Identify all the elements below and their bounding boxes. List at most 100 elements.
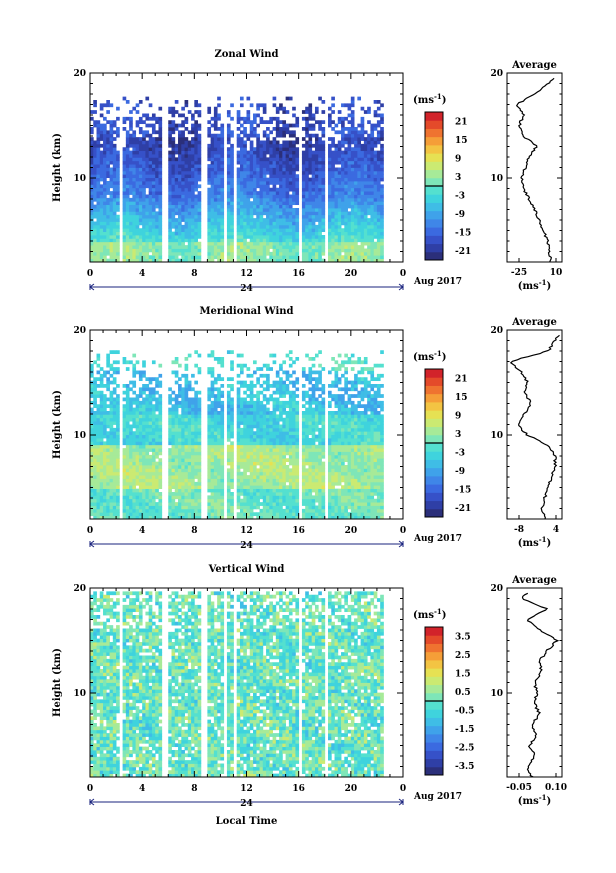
heatmap-cell bbox=[191, 221, 195, 226]
heatmap-cell bbox=[90, 458, 94, 463]
heatmap-cell bbox=[181, 407, 185, 412]
heatmap-cell bbox=[230, 147, 234, 152]
heatmap-cell bbox=[350, 224, 355, 229]
heatmap-cell bbox=[148, 441, 153, 446]
heatmap-cell bbox=[148, 512, 153, 517]
heatmap-cell bbox=[226, 505, 231, 510]
heatmap-cell bbox=[344, 160, 348, 165]
heatmap-cell bbox=[275, 251, 280, 256]
heatmap-cell bbox=[138, 208, 143, 212]
heatmap-cell bbox=[370, 208, 375, 212]
heatmap-cell bbox=[93, 400, 97, 405]
heatmap-cell bbox=[246, 221, 251, 226]
heatmap-cell bbox=[354, 228, 358, 233]
heatmap-cell bbox=[106, 380, 110, 385]
heatmap-cell bbox=[337, 221, 342, 226]
heatmap-cell bbox=[344, 208, 348, 212]
heatmap-cell bbox=[171, 431, 176, 436]
heatmap-cell bbox=[158, 502, 163, 506]
heatmap-cell bbox=[109, 191, 114, 195]
heatmap-cell bbox=[207, 478, 212, 483]
heatmap-cell bbox=[266, 133, 270, 138]
heatmap-cell bbox=[301, 235, 306, 239]
heatmap-cell bbox=[220, 471, 225, 476]
heatmap-cell bbox=[217, 417, 221, 422]
heatmap-cell bbox=[373, 245, 378, 249]
heatmap-cell bbox=[272, 103, 277, 108]
heatmap-cell bbox=[174, 143, 179, 148]
heatmap-cell bbox=[174, 241, 179, 246]
heatmap-cell bbox=[184, 235, 189, 239]
heatmap-cell bbox=[337, 238, 342, 243]
heatmap-cell bbox=[334, 167, 339, 172]
heatmap-cell bbox=[135, 221, 140, 226]
heatmap-cell bbox=[158, 150, 163, 155]
heatmap-cell bbox=[112, 498, 117, 503]
heatmap-cell bbox=[151, 154, 156, 158]
heatmap-cell bbox=[292, 201, 296, 206]
heatmap-cell bbox=[301, 127, 306, 131]
heatmap-cell bbox=[132, 468, 137, 473]
heatmap-cell bbox=[217, 414, 221, 419]
heatmap-cell bbox=[145, 461, 150, 466]
heatmap-cell bbox=[279, 248, 283, 253]
heatmap-cell bbox=[207, 438, 212, 442]
heatmap-cell bbox=[184, 434, 189, 439]
heatmap-cell bbox=[116, 150, 120, 155]
heatmap-cell bbox=[194, 508, 198, 513]
heatmap-cell bbox=[197, 397, 202, 402]
heatmap-cell bbox=[321, 170, 326, 175]
heatmap-cell bbox=[350, 231, 355, 236]
heatmap-cell bbox=[217, 184, 221, 189]
heatmap-cell bbox=[174, 508, 179, 513]
heatmap-cell bbox=[236, 167, 241, 172]
heatmap-cell bbox=[93, 421, 97, 425]
heatmap-cell bbox=[125, 228, 130, 233]
heatmap-cell bbox=[99, 103, 104, 108]
heatmap-cell bbox=[90, 157, 94, 162]
heatmap-cell bbox=[106, 488, 110, 493]
heatmap-cell bbox=[269, 208, 273, 212]
heatmap-cell bbox=[226, 468, 231, 473]
heatmap-cell bbox=[226, 157, 231, 162]
heatmap-cell bbox=[334, 157, 339, 162]
heatmap-cell bbox=[142, 495, 146, 500]
heatmap-cell bbox=[321, 110, 326, 114]
heatmap-cell bbox=[282, 208, 287, 212]
heatmap-cell bbox=[197, 245, 202, 249]
heatmap-cell bbox=[178, 481, 182, 486]
heatmap-cell bbox=[230, 184, 234, 189]
heatmap-cell bbox=[168, 397, 172, 402]
heatmap-cell bbox=[376, 201, 381, 206]
heatmap-cell bbox=[197, 218, 202, 222]
heatmap-cell bbox=[106, 251, 110, 256]
heatmap-cell bbox=[171, 127, 176, 131]
heatmap-cell bbox=[151, 241, 156, 246]
heatmap-cell bbox=[181, 184, 185, 189]
heatmap-cell bbox=[213, 191, 218, 195]
heatmap-cell bbox=[93, 387, 97, 392]
heatmap-cell bbox=[239, 235, 244, 239]
heatmap-cell bbox=[171, 160, 176, 165]
heatmap-cell bbox=[103, 492, 107, 496]
heatmap-cell bbox=[135, 204, 140, 209]
heatmap-cell bbox=[99, 498, 104, 503]
heatmap-cell bbox=[168, 387, 172, 392]
heatmap-cell bbox=[122, 411, 127, 415]
heatmap-cell bbox=[151, 454, 156, 459]
heatmap-cell bbox=[197, 137, 202, 141]
heatmap-cell bbox=[370, 154, 375, 158]
heatmap-cell bbox=[285, 160, 290, 165]
heatmap-cell bbox=[168, 458, 172, 463]
heatmap-cell bbox=[168, 515, 172, 520]
heatmap-cell bbox=[334, 255, 339, 260]
heatmap-cell bbox=[350, 204, 355, 209]
heatmap-cell bbox=[106, 454, 110, 459]
heatmap-cell bbox=[151, 448, 156, 452]
heatmap-cell bbox=[370, 258, 375, 263]
heatmap-cell bbox=[269, 224, 273, 229]
heatmap-cell bbox=[109, 235, 114, 239]
heatmap-cell bbox=[321, 214, 326, 219]
heatmap-cell bbox=[213, 255, 218, 260]
heatmap-cell bbox=[259, 255, 264, 260]
